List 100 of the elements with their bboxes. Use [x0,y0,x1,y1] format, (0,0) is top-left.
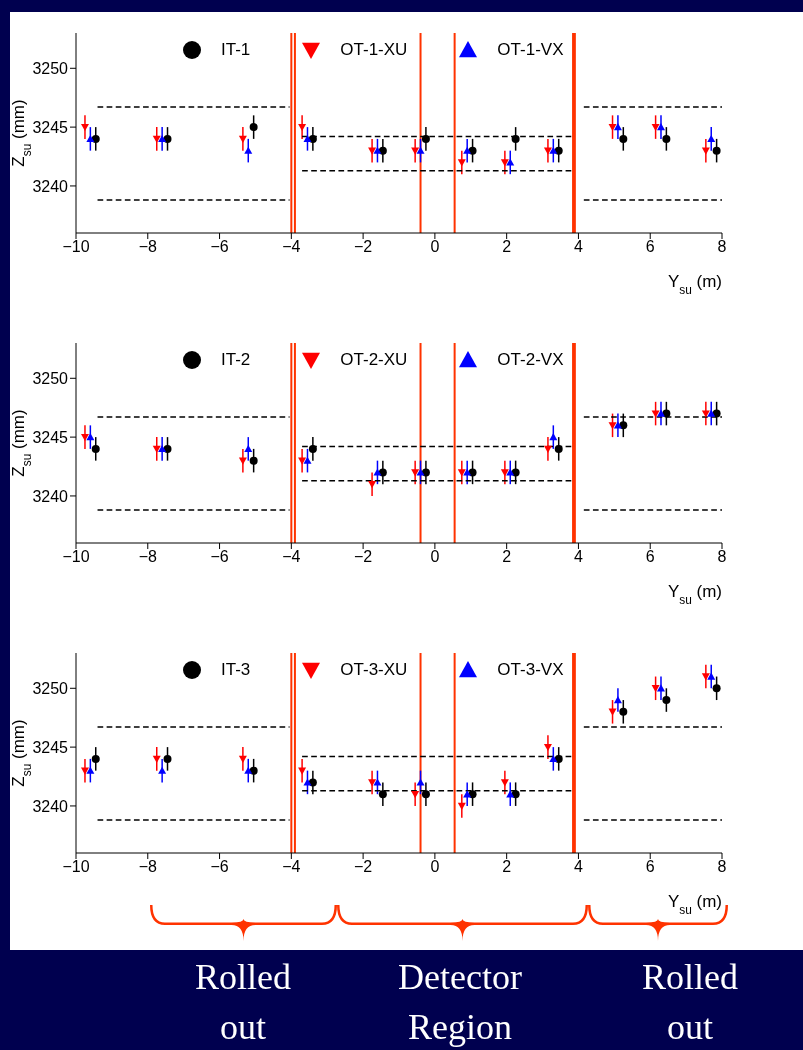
point [163,444,172,453]
point [303,778,312,786]
point [411,790,420,799]
point [163,134,172,143]
point [613,696,622,704]
point [411,147,420,155]
point [511,134,520,143]
point [613,421,622,429]
point [457,469,466,477]
x-tick-label: −6 [210,238,229,256]
point [373,778,382,786]
point [158,766,167,774]
point [707,672,716,680]
legend-label: OT-3-VX [497,660,564,680]
point [308,134,317,143]
point [468,790,477,799]
point [468,146,477,155]
x-tick-label: 2 [502,858,512,876]
point [249,123,258,132]
point [613,123,622,131]
point [506,790,515,798]
x-tick-label: −6 [210,858,229,876]
y-tick-label: 3245 [32,738,69,756]
x-tick-label: −2 [353,858,373,876]
point [463,468,472,476]
point [543,743,552,752]
y-tick-label: 3240 [32,797,69,815]
y-tick-label: 3250 [32,59,69,77]
point [303,456,312,464]
x-tick-label: 4 [573,858,583,876]
point [91,754,100,763]
legend-label: IT-2 [221,350,251,370]
point [656,123,665,131]
x-tick-label: −2 [353,548,373,566]
point [298,767,307,775]
point [308,778,317,787]
point [662,696,671,705]
legend-label: IT-1 [221,40,251,60]
point [463,146,472,154]
point [416,146,425,154]
x-tick-label: 6 [645,548,655,566]
x-axis-title: Y$_{su}$ (m) [667,582,722,607]
x-tick-label: −2 [353,238,373,256]
point [554,444,563,453]
text: Rolled out [641,956,739,1049]
point [543,147,552,155]
y-tick-label: 3240 [32,177,69,195]
point [152,755,161,763]
legend-label: OT-3-XU [340,660,408,680]
point [244,766,253,774]
point [368,480,377,489]
text: Rolled out [194,956,292,1049]
point [457,159,466,167]
x-tick-label: 8 [717,858,727,876]
point [651,685,660,693]
point [549,146,558,154]
point [378,790,387,799]
point [651,410,660,418]
point [80,433,89,442]
x-tick-label: −10 [62,548,90,566]
point [163,754,172,763]
point [238,135,247,143]
point [500,779,509,787]
point [86,433,95,441]
point [608,422,617,430]
x-tick-label: 0 [430,238,440,256]
point [158,444,167,453]
point [298,123,307,132]
x-tick-label: 6 [645,238,655,256]
x-tick-label: 8 [717,548,727,566]
x-axis-title: Y$_{su}$ (m) [667,272,722,297]
point [368,147,377,155]
legend-label: OT-2-VX [497,350,564,370]
y-tick-label: 3245 [32,118,69,136]
point [549,754,558,763]
point [86,766,95,774]
point [308,444,317,453]
point [91,444,100,453]
y-tick-label: 3250 [32,369,69,387]
point [373,146,382,154]
x-tick-label: −4 [282,548,301,566]
legend-label: IT-3 [221,660,251,680]
x-tick-label: −10 [62,238,90,256]
point [416,778,425,786]
legend-label: OT-1-XU [340,40,408,60]
x-tick-label: 2 [502,548,512,566]
point [298,457,307,465]
point [238,755,247,763]
y-tick-label: 3245 [32,428,69,446]
x-tick-label: 0 [430,548,440,566]
point [249,766,258,775]
x-tick-label: 8 [717,238,727,256]
point [712,409,721,418]
x-tick-label: 0 [430,858,440,876]
text: Detector Region [397,956,523,1049]
x-axis-title: Y$_{su}$ (m) [667,892,722,917]
point [421,790,430,799]
point [368,779,377,787]
x-tick-label: −6 [210,548,229,566]
x-tick-label: −8 [138,858,157,876]
